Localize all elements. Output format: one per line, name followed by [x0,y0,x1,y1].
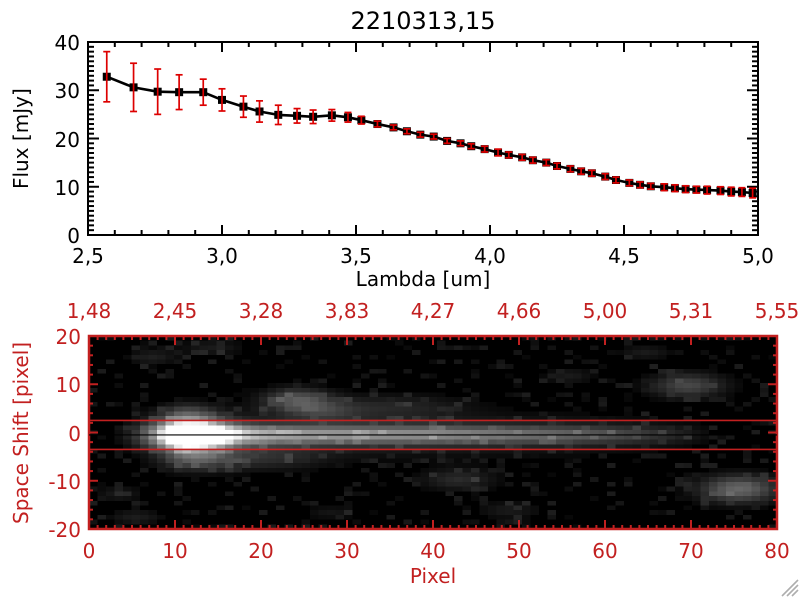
y-tick-label: 10 [54,175,80,200]
pixel-axis-label: Pixel [409,564,457,588]
x-tick-label: 3,0 [206,244,238,268]
pixel-tick-label: 10 [162,539,188,563]
space-shift-tick-label: 20 [55,325,81,349]
pixel-tick-label: 20 [248,539,274,563]
x-tick-label: 5,0 [742,244,774,268]
wavelength-top-label: 4,66 [496,299,542,323]
space-shift-tick-label: 10 [55,373,81,398]
wavelength-top-label: 4,27 [410,299,456,323]
pixel-tick-label: 80 [764,539,790,563]
wavelength-top-label: 2,45 [152,299,198,323]
pixel-tick-label: 40 [420,539,446,563]
x-tick-label: 3,5 [340,244,372,268]
resize-grip-icon[interactable] [778,575,799,597]
y-tick-label: 40 [54,31,80,55]
pixel-tick-label: 0 [82,539,96,563]
wavelength-top-label: 3,83 [324,299,370,323]
wavelength-top-label: 5,55 [754,299,800,323]
x-tick-label: 4,0 [474,244,506,268]
x-tick-label: 2,5 [72,244,104,268]
pixel-tick-label: 50 [506,539,532,563]
wavelength-top-label: 5,31 [668,299,714,323]
wavelength-top-label: 1,48 [66,299,112,323]
pixel-tick-label: 60 [592,539,618,563]
wavelength-top-label: 5,00 [582,299,628,323]
spectral-image-canvas [89,336,777,529]
y-tick-label: 0 [67,224,80,248]
x-tick-label: 4,5 [608,244,640,268]
wavelength-top-label: 3,28 [238,299,284,323]
y-tick-label: 30 [54,79,80,104]
space-shift-tick-label: 0 [68,421,81,446]
y-tick-label: 20 [54,127,80,152]
space-shift-tick-label: -10 [48,469,81,494]
pixel-tick-label: 70 [678,539,704,563]
lambda-axis-label: Lambda [um] [355,267,491,291]
page-title: 2210313,15 [350,7,496,35]
pixel-tick-label: 30 [334,539,360,563]
space-shift-tick-label: -20 [48,518,81,542]
